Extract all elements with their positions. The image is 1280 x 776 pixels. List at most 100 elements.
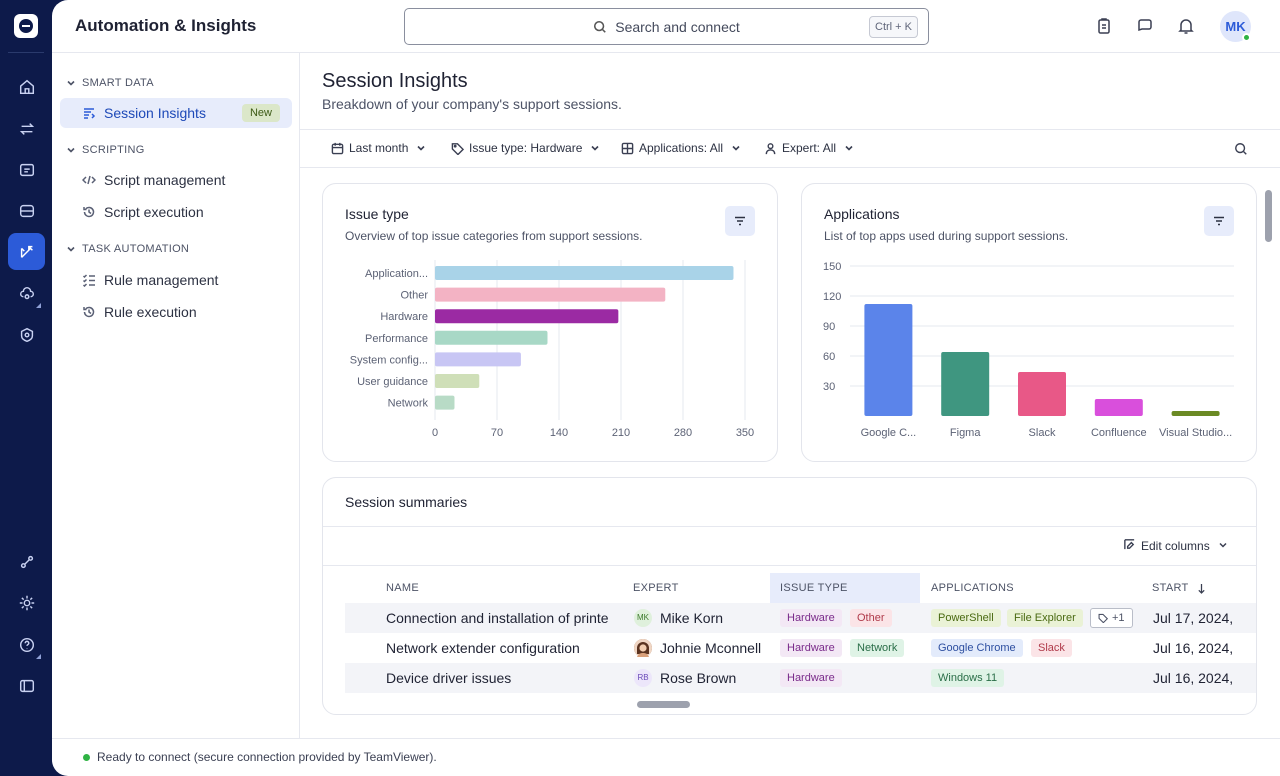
table-row[interactable]: Device driver issues RB Rose Brown Hardw…: [345, 663, 1256, 693]
sidebar-item-label: Session Insights: [104, 105, 206, 121]
user-avatar[interactable]: MK: [1220, 11, 1251, 42]
chevron-down-icon: [66, 78, 76, 88]
bar: [435, 352, 521, 367]
start-time: Jul 16, 2024, 7: [1153, 670, 1236, 686]
bar: [435, 266, 734, 280]
section-label: TASK AUTOMATION: [82, 243, 190, 255]
home-icon[interactable]: [8, 68, 45, 105]
section-task-automation[interactable]: TASK AUTOMATION: [66, 243, 189, 255]
sessions-icon[interactable]: [8, 192, 45, 229]
history-icon: [82, 205, 96, 219]
chevron-down-icon: [582, 143, 600, 153]
divider: [323, 526, 1256, 527]
column-header-start[interactable]: START: [1152, 573, 1206, 603]
checklist-icon: [82, 273, 96, 288]
start-time: Jul 16, 2024, 9: [1153, 640, 1236, 656]
filter-bar: Last month Issue type: Hardware Applicat…: [300, 129, 1280, 168]
column-header-name[interactable]: NAME: [386, 582, 419, 594]
more-count: +1: [1112, 612, 1125, 624]
panel-icon[interactable]: [8, 667, 45, 704]
bell-icon[interactable]: [1176, 16, 1196, 36]
filter-search-icon[interactable]: [1234, 142, 1248, 161]
cloud-settings-icon[interactable]: [8, 275, 45, 312]
card-title: Issue type: [345, 206, 409, 222]
sidebar-item-rule-execution[interactable]: Rule execution: [60, 297, 292, 327]
more-apps-tag[interactable]: +1: [1090, 608, 1133, 628]
expert-name: Rose Brown: [660, 670, 737, 686]
column-header-applications[interactable]: APPLICATIONS: [931, 582, 1014, 594]
applications-card: Applications List of top apps used durin…: [801, 183, 1257, 462]
app-tag: Google Chrome: [931, 639, 1023, 657]
rail-divider: [8, 52, 44, 53]
help-icon[interactable]: [8, 626, 45, 663]
chart-filter-button[interactable]: [725, 206, 755, 236]
card-subtitle: Overview of top issue categories from su…: [345, 229, 643, 243]
sidebar-item-label: Script execution: [104, 204, 204, 220]
x-tick-label: 140: [550, 427, 568, 439]
category-label: Network: [388, 398, 429, 410]
app-title: Automation & Insights: [75, 16, 257, 35]
table-row[interactable]: Network extender configuration Johnie Mc…: [345, 633, 1256, 663]
teamviewer-logo-icon[interactable]: [14, 14, 38, 38]
apps-icon: [621, 142, 639, 155]
bar: [435, 395, 455, 410]
column-header-expert[interactable]: EXPERT: [633, 582, 679, 594]
user-initials: MK: [1225, 19, 1246, 34]
expert-photo-avatar: [634, 639, 652, 657]
bar: [435, 287, 666, 302]
filter-label: Expert: All: [782, 141, 837, 155]
start-time: Jul 17, 2024, 8: [1153, 610, 1236, 626]
search-icon: [593, 20, 607, 34]
code-icon: [81, 173, 97, 187]
filter-label: Issue type: Hardware: [469, 141, 583, 155]
period-filter[interactable]: Last month: [331, 141, 426, 155]
issue-tag: Hardware: [780, 609, 842, 627]
app-tag: Windows 11: [931, 669, 1005, 687]
issue-type-filter[interactable]: Issue type: Hardware: [451, 141, 600, 155]
category-label: Performance: [365, 333, 428, 345]
devices-icon[interactable]: [8, 151, 45, 188]
column-header-issue-type[interactable]: ISSUE TYPE: [770, 573, 920, 603]
card-title: Applications: [824, 206, 900, 222]
search-input[interactable]: Search and connect Ctrl + K: [404, 8, 929, 45]
chevron-down-icon: [408, 143, 426, 153]
chat-icon[interactable]: [1135, 16, 1155, 36]
table-row[interactable]: Connection and installation of printer M…: [345, 603, 1256, 633]
vertical-scrollbar[interactable]: [1265, 190, 1272, 242]
automation-icon[interactable]: [8, 233, 45, 270]
x-tick-label: 350: [736, 427, 754, 439]
expert-avatar: RB: [634, 669, 652, 687]
section-scripting[interactable]: SCRIPTING: [66, 144, 145, 156]
sidebar-item-script-management[interactable]: Script management: [60, 165, 292, 195]
clipboard-icon[interactable]: [1094, 16, 1114, 36]
sidebar-item-label: Rule management: [104, 272, 219, 288]
transfer-icon[interactable]: [8, 110, 45, 147]
user-icon: [764, 142, 782, 155]
session-summaries-card: Session summaries Edit columns NAME EXPE…: [322, 477, 1257, 715]
card-subtitle: List of top apps used during support ses…: [824, 229, 1069, 243]
app-window: Automation & Insights Search and connect…: [52, 0, 1280, 776]
chart-filter-button[interactable]: [1204, 206, 1234, 236]
sidebar-item-label: Rule execution: [104, 304, 197, 320]
y-tick-label: 30: [823, 381, 835, 393]
category-label: Visual Studio...: [1159, 427, 1232, 439]
bar: [435, 309, 619, 324]
integrations-icon[interactable]: [8, 543, 45, 580]
sidebar-item-rule-management[interactable]: Rule management: [60, 265, 292, 295]
expert-filter[interactable]: Expert: All: [764, 141, 854, 155]
applications-filter[interactable]: Applications: All: [621, 141, 741, 155]
section-smart-data[interactable]: SMART DATA: [66, 77, 154, 89]
horizontal-scrollbar[interactable]: [637, 701, 690, 708]
sidebar-item-session-insights[interactable]: Session Insights New: [60, 98, 292, 128]
divider: [323, 565, 1256, 566]
sidebar-item-script-execution[interactable]: Script execution: [60, 197, 292, 227]
history-icon: [82, 305, 96, 319]
y-tick-label: 150: [823, 261, 841, 273]
security-icon[interactable]: [8, 316, 45, 353]
edit-columns-button[interactable]: Edit columns: [1123, 538, 1228, 554]
bar: [435, 330, 548, 345]
expert-name: Mike Korn: [660, 610, 724, 626]
calendar-icon: [331, 142, 349, 155]
settings-icon[interactable]: [8, 584, 45, 621]
expert-name: Johnie Mconnell: [660, 640, 762, 656]
